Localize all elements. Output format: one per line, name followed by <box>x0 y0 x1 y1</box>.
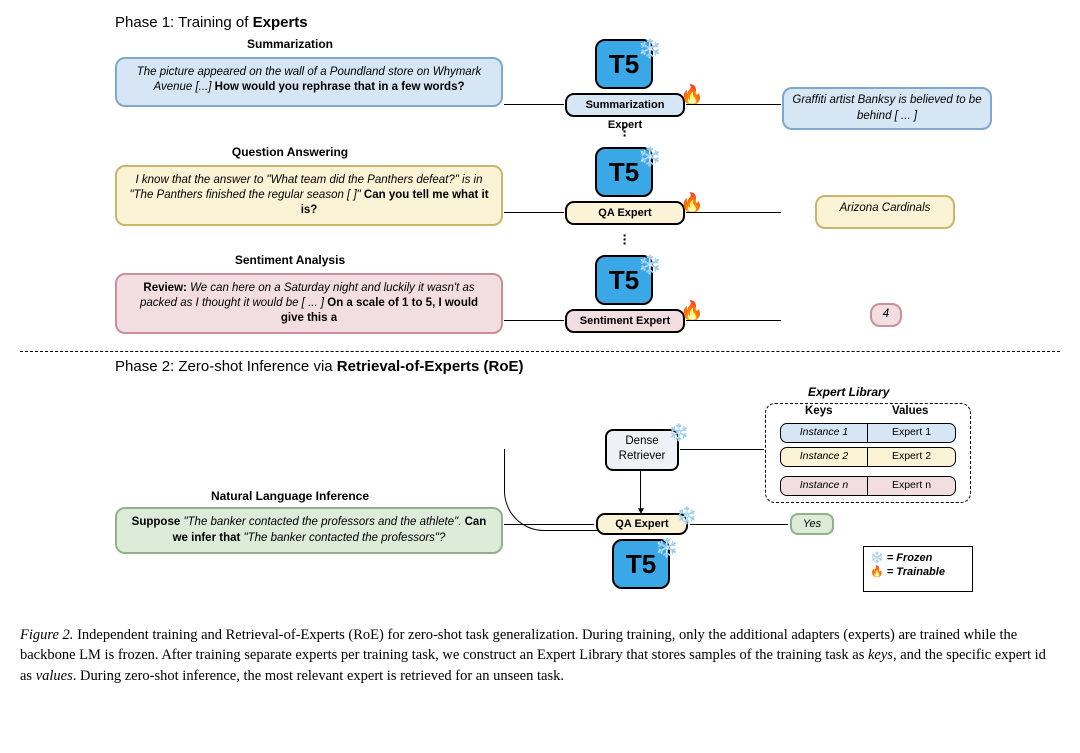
kv-row-n: Instance n Expert n <box>780 476 956 496</box>
task-title: Natural Language Inference <box>80 489 500 503</box>
kv-val: Expert 1 <box>868 423 956 443</box>
prompt-box: Suppose "The banker contacted the profes… <box>115 507 503 554</box>
task-title: Summarization <box>80 37 500 51</box>
connector-right <box>686 320 781 321</box>
caption-end: . During zero-shot inference, the most r… <box>73 668 564 684</box>
legend-trainable: 🔥 = Trainable <box>870 565 966 578</box>
output-yes: Yes <box>790 513 834 535</box>
legend-box: ❄️ = Frozen 🔥 = Trainable <box>863 546 973 592</box>
library-values-header: Values <box>892 405 928 417</box>
caption-vals: values <box>36 668 73 684</box>
kv-key: Instance 2 <box>780 447 868 467</box>
task-title: Question Answering <box>80 145 500 159</box>
expert-box: Sentiment Expert <box>565 309 685 333</box>
prompt-bold: Suppose <box>132 516 184 528</box>
snowflake-icon: ❄️ <box>870 552 884 564</box>
caption-lead: Figure 2. <box>20 627 73 643</box>
connector-right <box>686 212 781 213</box>
vertical-dots: ··· <box>621 233 629 245</box>
phase2-area: Expert Library Keys Values Instance 1 Ex… <box>20 381 1060 611</box>
phase2-title: Phase 2: Zero-shot Inference via Retriev… <box>115 358 1060 375</box>
kv-key: Instance n <box>780 476 868 496</box>
snowflake-icon: ❄️ <box>668 423 689 443</box>
phase1-title-prefix: Phase 1: Training of <box>115 14 253 31</box>
connector-left <box>504 104 564 105</box>
prompt-box: The picture appeared on the wall of a Po… <box>115 57 503 107</box>
legend-frozen-label: = Frozen <box>887 552 933 564</box>
phase1-row-sentiment: Sentiment Analysis Review: We can here o… <box>20 253 1060 349</box>
kv-val: Expert n <box>868 476 956 496</box>
vertical-dots: ··· <box>621 125 629 137</box>
prompt-prefix-bold: Review: <box>143 282 190 294</box>
kv-row-1: Instance 1 Expert 1 <box>780 423 956 443</box>
expert-box: Summarization Expert <box>565 93 685 117</box>
expert-box: QA Expert <box>596 513 688 535</box>
connector-expert-yes <box>690 524 788 525</box>
kv-key: Instance 1 <box>780 423 868 443</box>
task-title: Sentiment Analysis <box>80 253 500 267</box>
snowflake-icon: ❄️ <box>638 253 662 277</box>
snowflake-icon: ❄️ <box>655 536 679 560</box>
phase1-row-qa: Question Answering I know that the answe… <box>20 145 1060 253</box>
phase2-title-bold: Retrieval-of-Experts (RoE) <box>337 358 524 375</box>
legend-trainable-label: = Trainable <box>887 566 945 578</box>
expert-box: QA Expert <box>565 201 685 225</box>
snowflake-icon: ❄️ <box>676 506 697 526</box>
prompt-italic: "The banker contacted the professors and… <box>183 516 464 528</box>
kv-row-2: Instance 2 Expert 2 <box>780 447 956 467</box>
retriever-label: Dense Retriever <box>619 435 666 462</box>
output-box: Graffiti artist Banksy is believed to be… <box>782 87 992 130</box>
connector-left <box>504 212 564 213</box>
phase1-row-summarization: Summarization The picture appeared on th… <box>20 37 1060 145</box>
connector-retriever-lib <box>680 449 764 450</box>
connector-curve <box>504 449 604 531</box>
connector-right <box>686 104 781 105</box>
phase1-title-bold: Experts <box>253 14 308 31</box>
prompt-box: I know that the answer to "What team did… <box>115 165 503 226</box>
snowflake-icon: ❄️ <box>638 37 662 61</box>
snowflake-icon: ❄️ <box>638 145 662 169</box>
figure-caption: Figure 2. Independent training and Retri… <box>20 625 1060 686</box>
library-keys-header: Keys <box>805 405 833 417</box>
output-box: 4 <box>870 303 902 327</box>
connector-retriever-expert <box>640 471 641 511</box>
legend-frozen: ❄️ = Frozen <box>870 551 966 564</box>
prompt-box: Review: We can here on a Saturday night … <box>115 273 503 334</box>
connector-prompt-expert <box>504 524 594 525</box>
prompt-italic: "The banker contacted the professors"? <box>244 532 446 544</box>
fire-icon: 🔥 <box>870 566 884 578</box>
library-title: Expert Library <box>808 385 889 399</box>
phase1-title: Phase 1: Training of Experts <box>115 14 1060 31</box>
kv-val: Expert 2 <box>868 447 956 467</box>
phase2-title-prefix: Phase 2: Zero-shot Inference via <box>115 358 337 375</box>
caption-keys: keys <box>868 647 893 663</box>
prompt-bold: How would you rephrase that in a few wor… <box>215 81 465 93</box>
output-box: Arizona Cardinals <box>815 195 955 229</box>
connector-left <box>504 320 564 321</box>
phase-divider <box>20 351 1060 352</box>
